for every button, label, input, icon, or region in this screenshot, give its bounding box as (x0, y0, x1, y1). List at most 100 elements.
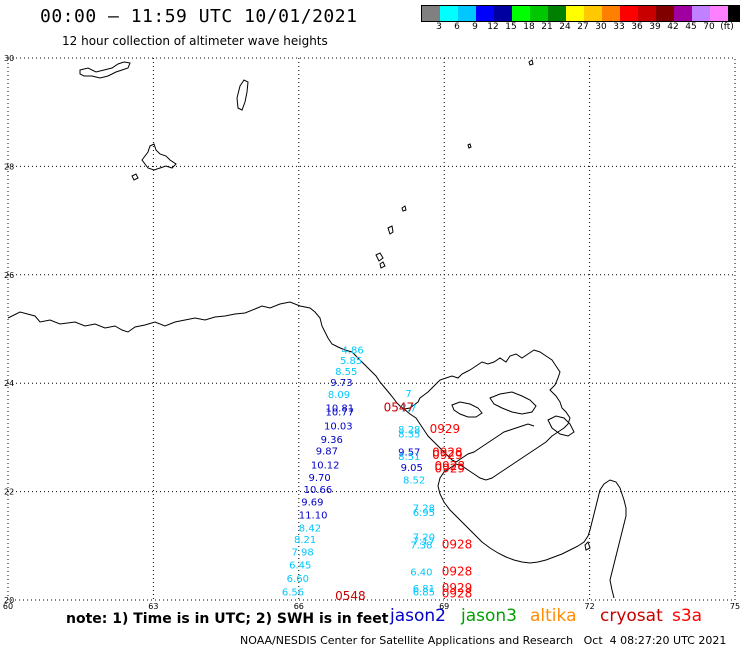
wave-height-label: 8.42 (299, 524, 321, 535)
pass-time-label: 0547 (384, 400, 415, 414)
island-1 (79, 61, 131, 79)
color-scale-label: 15 (505, 22, 517, 32)
color-scale-label: 36 (631, 22, 643, 32)
wave-height-label: 7.98 (292, 548, 314, 559)
map-subtitle: 12 hour collection of altimeter wave hei… (62, 34, 328, 48)
color-scale-label: 42 (667, 22, 679, 32)
pass-time-label: 0928 (432, 445, 463, 459)
wave-height-label: 6.85 (413, 588, 435, 599)
wave-height-label: 8.52 (403, 475, 425, 486)
legend-jason3: jason3 (461, 606, 517, 626)
island-2 (236, 79, 249, 111)
pass-time-label: 0928 (442, 586, 473, 600)
pass-time-label: 0929 (435, 462, 466, 476)
color-scale-label: 33 (613, 22, 625, 32)
color-swatch (710, 6, 728, 21)
lon-tick-label: 72 (585, 602, 595, 611)
wave-height-label: 7 (405, 389, 411, 400)
color-swatch (620, 6, 638, 21)
wave-height-label: 9.87 (316, 447, 338, 458)
map-frame (7, 57, 736, 601)
wave-height-label: 6.45 (289, 561, 311, 572)
coastline-estuary (403, 408, 535, 463)
wave-height-label: 6.56 (282, 588, 304, 599)
lon-tick-label: 75 (730, 602, 740, 611)
color-swatch (674, 6, 692, 21)
wave-height-label: 8.28 (398, 425, 420, 436)
wave-height-observations: 4.865.858.559.738.0910.8110.7710.039.369… (282, 345, 435, 598)
color-scale-label: 6 (454, 22, 460, 32)
color-scale-label: 30 (595, 22, 607, 32)
wave-height-label: 9.05 (401, 463, 423, 474)
wave-height-label: 6.81 (413, 584, 435, 595)
pass-time-label: 0929 (432, 448, 463, 462)
color-scale-label: 70 (703, 22, 715, 32)
color-swatch (638, 6, 656, 21)
credit-line: NOAA/NESDIS Center for Satellite Applica… (240, 634, 727, 647)
island-7 (375, 252, 384, 262)
color-swatch (584, 6, 602, 21)
island-5 (401, 205, 407, 212)
color-scale-label: 24 (559, 22, 571, 32)
color-scale-label: 3 (436, 22, 442, 32)
wave-height-label: 7.7 (401, 403, 417, 414)
color-scale-labels: 3 6 9 12 15 18 21 24 27 30 33 36 39 42 45 70 (ft) (421, 22, 740, 34)
lat-tick-label: 30 (4, 54, 14, 63)
wave-height-label: 9.70 (308, 473, 330, 484)
island-6 (387, 225, 394, 235)
lon-tick-label: 63 (148, 602, 158, 611)
color-scale-label: 12 (487, 22, 499, 32)
pass-time-label: 0928 (442, 565, 473, 579)
wave-height-label: 8.21 (294, 535, 316, 546)
lat-tick-label: 22 (4, 488, 14, 497)
color-scale-label: 39 (649, 22, 661, 32)
color-scale-label: (ft) (720, 22, 734, 32)
footnote: note: 1) Time is in UTC; 2) SWH is in fe… (66, 611, 389, 627)
lat-tick-label: 26 (4, 271, 14, 280)
island-9 (528, 59, 534, 66)
island-4 (131, 173, 139, 181)
wave-height-label: 8.55 (335, 367, 357, 378)
wave-height-label: 10.12 (311, 460, 340, 471)
lon-tick-label: 66 (294, 602, 304, 611)
wave-height-label: 6.95 (413, 508, 435, 519)
lat-tick-label: 24 (4, 379, 14, 388)
lat-lon-grid (7, 57, 736, 601)
wave-height-label: 10.66 (304, 485, 333, 496)
color-swatch (728, 6, 740, 21)
legend-altika: altika (530, 606, 577, 626)
color-swatch (494, 6, 512, 21)
coastline-inner-2 (489, 391, 537, 415)
lon-tick-label: 69 (439, 602, 449, 611)
color-swatch (530, 6, 548, 21)
wave-height-label: 11.10 (299, 511, 328, 522)
island-8 (379, 261, 386, 269)
color-swatch (566, 6, 584, 21)
wave-height-label: 4.86 (341, 345, 363, 356)
map-title: 00:00 – 11:59 UTC 10/01/2021 (40, 6, 358, 27)
lat-tick-label: 20 (4, 596, 14, 605)
wave-height-label: 7.38 (410, 541, 432, 552)
color-swatch (440, 6, 458, 21)
island-3 (141, 143, 177, 171)
color-scale-label: 18 (523, 22, 535, 32)
wave-height-label: 10.81 (325, 403, 354, 414)
color-swatch (548, 6, 566, 21)
legend-s3a: s3a (672, 606, 703, 626)
coastline-inner-3 (547, 415, 575, 437)
coastline-inner (451, 401, 483, 418)
wave-height-label: 7.28 (413, 504, 435, 515)
legend-jason2: jason2 (390, 606, 446, 626)
pass-time-label: 0548 (335, 589, 366, 603)
wave-height-label: 5.85 (340, 356, 362, 367)
color-scale-label: 21 (541, 22, 553, 32)
pass-time-label: 0928 (435, 459, 466, 473)
coastline-mainland (7, 301, 627, 599)
color-swatch (656, 6, 674, 21)
wave-height-label: 7.20 (413, 532, 435, 543)
color-scale-bar (421, 5, 740, 22)
pass-time-label: 0929 (430, 422, 461, 436)
pass-time-label: 0928 (442, 538, 473, 552)
wave-height-label: 10.77 (325, 408, 354, 419)
